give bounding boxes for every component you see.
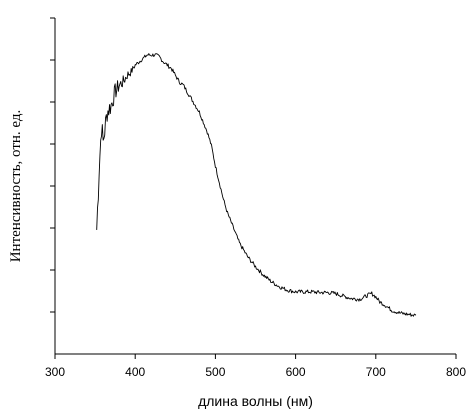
x-tick-label: 600 [286,365,306,379]
y-axis-ticks [50,17,55,313]
x-axis-ticks: 300 400 500 600 700 800 [45,354,466,379]
x-tick-label: 700 [366,365,386,379]
spectrum-line [96,53,417,317]
y-axis-label: Интенсивность, отн. ед. [8,110,24,263]
x-axis-label: длина волны (нм) [198,393,313,409]
x-tick-label: 800 [446,365,466,379]
x-tick-label: 500 [205,365,225,379]
x-tick-label: 300 [45,365,65,379]
x-tick-label: 400 [125,365,145,379]
